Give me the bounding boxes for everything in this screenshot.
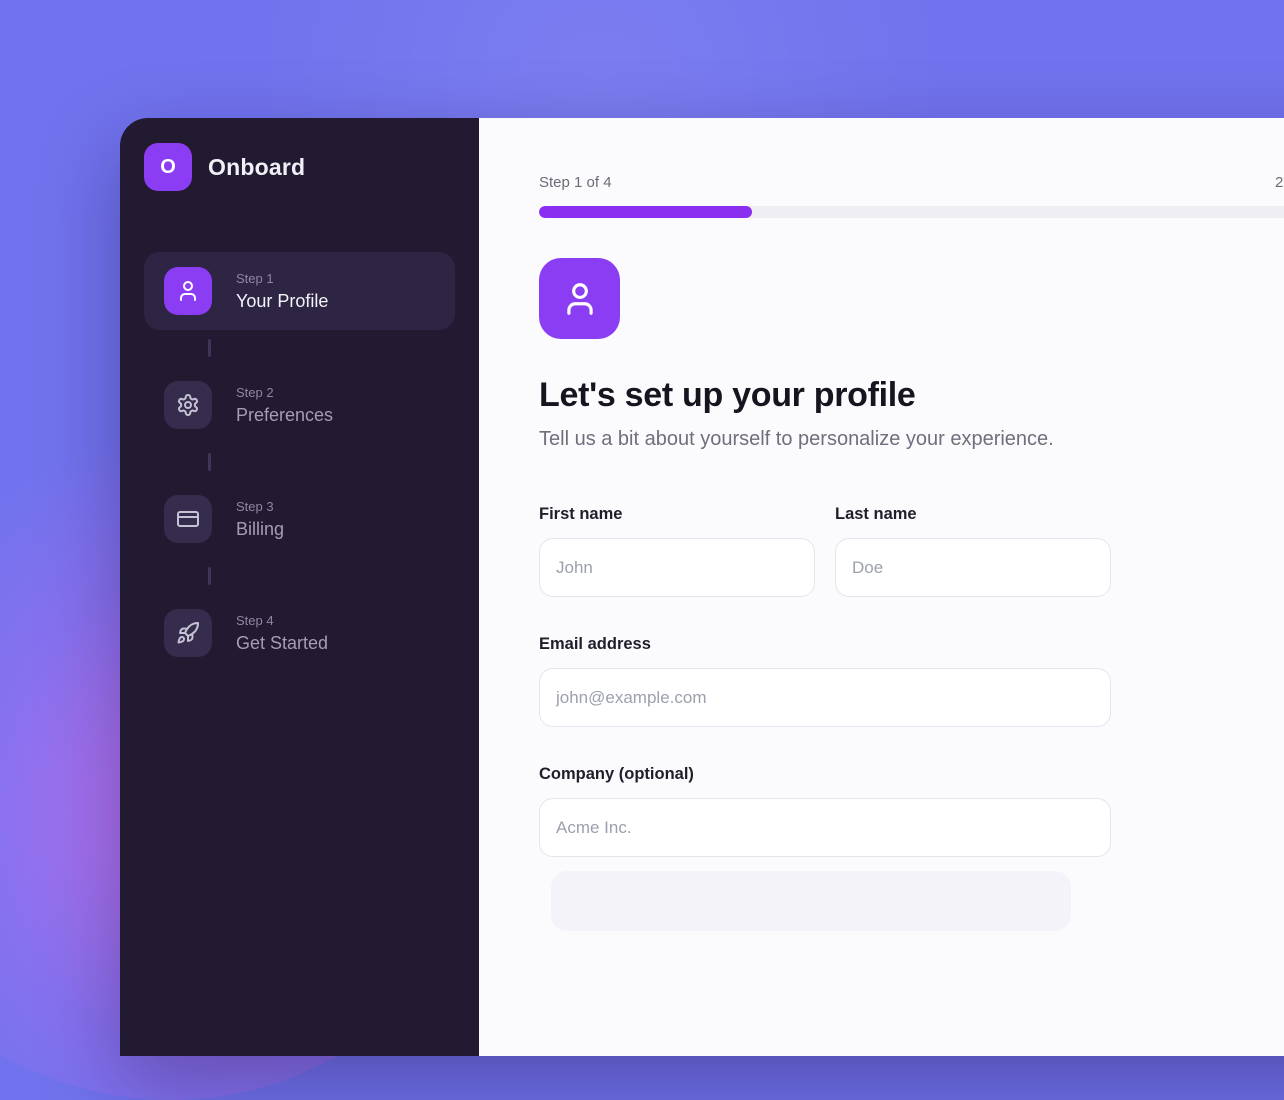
- step-label: Step 2: [236, 384, 274, 400]
- user-icon: [164, 267, 212, 315]
- brand-name: Onboard: [208, 153, 306, 180]
- progress-fill: [539, 206, 752, 218]
- company-field[interactable]: [539, 798, 1111, 857]
- steps-nav: Step 1 Your Profile Step 2 Preferences: [144, 252, 455, 672]
- step-connector: [208, 453, 211, 471]
- first-name-label: First name: [539, 505, 623, 523]
- first-name-field[interactable]: [539, 538, 815, 597]
- gear-icon: [164, 381, 212, 429]
- user-icon: [539, 258, 620, 339]
- company-label: Company (optional): [539, 765, 694, 783]
- sidebar: O Onboard Step 1 Your Profile: [120, 118, 479, 1056]
- sidebar-item-preferences[interactable]: Step 2 Preferences: [144, 366, 455, 444]
- rocket-icon: [164, 609, 212, 657]
- progress-bar: [539, 206, 1284, 218]
- step-title: Billing: [236, 518, 285, 539]
- sidebar-item-get-started[interactable]: Step 4 Get Started: [144, 594, 455, 672]
- step-title: Preferences: [236, 404, 334, 425]
- brand: O Onboard: [144, 143, 455, 191]
- last-name-field[interactable]: [835, 538, 1111, 597]
- credit-card-icon: [164, 495, 212, 543]
- step-label: Step 3: [236, 498, 274, 514]
- sidebar-item-billing[interactable]: Step 3 Billing: [144, 480, 455, 558]
- page-title: Let's set up your profile: [539, 376, 916, 414]
- step-title: Your Profile: [236, 290, 329, 311]
- app-logo-icon: O: [144, 143, 192, 191]
- progress-percent-label: 25%: [1275, 174, 1284, 191]
- step-label: Step 1: [236, 270, 274, 286]
- sidebar-item-your-profile[interactable]: Step 1 Your Profile: [144, 252, 455, 330]
- step-label: Step 4: [236, 612, 274, 628]
- last-name-label: Last name: [835, 505, 917, 523]
- main-content: Step 1 of 4 25% Let's set up your profil…: [479, 118, 1284, 1056]
- onboarding-card: O Onboard Step 1 Your Profile: [120, 118, 1284, 1056]
- step-title: Get Started: [236, 632, 329, 653]
- email-label: Email address: [539, 635, 651, 653]
- progress-step-text: Step 1 of 4: [539, 174, 612, 191]
- email-field[interactable]: [539, 668, 1111, 727]
- page-subtitle: Tell us a bit about yourself to personal…: [539, 428, 1054, 450]
- profile-form: First name Last name Email address Compa…: [539, 505, 1111, 931]
- step-connector: [208, 339, 211, 357]
- step-connector: [208, 567, 211, 585]
- next-section-hint: [551, 871, 1071, 931]
